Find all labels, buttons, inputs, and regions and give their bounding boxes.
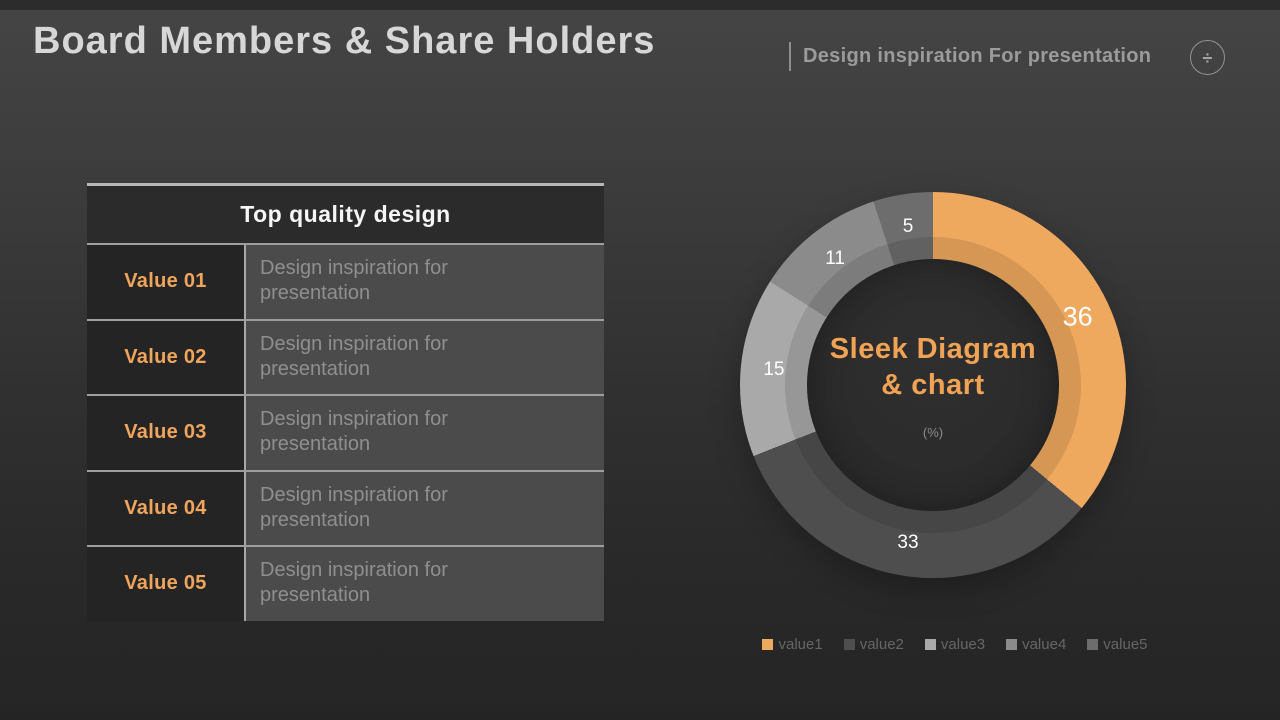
table-row: Value 04 Design inspiration for presenta…: [87, 469, 604, 545]
header-subtitle-group: Design inspiration For presentation: [789, 42, 1151, 71]
donut-chart: Sleek Diagram & chart (%) 36 33 15 11 5: [740, 192, 1126, 578]
legend-item-value1: value1: [762, 636, 823, 653]
chart-center-title: Sleek Diagram & chart: [830, 331, 1036, 403]
bottom-edge-strip: [0, 712, 1280, 720]
row-label: Value 05: [87, 547, 246, 621]
row-text-value: Design inspiration for presentation: [260, 559, 448, 606]
row-text-value: Design inspiration for presentation: [260, 408, 448, 455]
segment-label-value1: 36: [1062, 301, 1093, 332]
segment-label-value2: 33: [897, 531, 919, 553]
segment-label-value5: 5: [902, 216, 914, 238]
subtitle-divider-bar: [789, 42, 791, 71]
row-text-value: Design inspiration for presentation: [260, 257, 448, 304]
row-text: Design inspiration for presentation: [246, 471, 604, 545]
table-row: Value 02 Design inspiration for presenta…: [87, 318, 604, 394]
table-row: Value 01 Design inspiration for presenta…: [87, 243, 604, 319]
legend-label-value1: value1: [778, 636, 823, 653]
row-label: Value 04: [87, 471, 246, 545]
row-text-value: Design inspiration for presentation: [260, 332, 448, 380]
legend-label-value2: value2: [859, 636, 904, 653]
row-text: Design inspiration for presentation: [246, 396, 604, 470]
segment-label-value3: 15: [763, 358, 785, 380]
row-label: Value 01: [87, 245, 246, 319]
legend-label-value3: value3: [940, 636, 986, 653]
chart-legend: value1 value2 value3 value4 value5: [735, 636, 1175, 653]
divide-symbol: ÷: [1202, 47, 1213, 68]
top-edge-strip: [0, 0, 1280, 10]
row-text: Design inspiration for presentation: [246, 320, 604, 394]
legend-item-value2: value2: [843, 636, 904, 653]
legend-item-value4: value4: [1006, 636, 1066, 653]
table-header: Top quality design: [87, 186, 604, 243]
legend-label-value5: value5: [1103, 636, 1148, 653]
legend-swatch-value5: [1087, 639, 1099, 650]
header-subtitle: Design inspiration For presentation: [803, 45, 1152, 67]
chart-unit-label: (%): [922, 424, 944, 440]
legend-swatch-value2: [843, 639, 855, 650]
row-text: Design inspiration for presentation: [246, 245, 604, 319]
donut-center: Sleek Diagram & chart (%): [807, 259, 1059, 511]
divide-circle-icon: ÷: [1190, 40, 1225, 75]
chart-center-title-line1: Sleek Diagram: [829, 332, 1037, 365]
legend-label-value4: value4: [1022, 636, 1067, 653]
table-row: Value 05 Design inspiration for presenta…: [87, 545, 604, 621]
row-text-value: Design inspiration for presentation: [260, 483, 448, 531]
row-text: Design inspiration for presentation: [246, 547, 604, 621]
table-row: Value 03 Design inspiration for presenta…: [87, 394, 604, 470]
quality-table: Top quality design Value 01 Design inspi…: [87, 183, 604, 621]
legend-swatch-value1: [762, 639, 774, 650]
segment-label-value4: 11: [825, 247, 845, 269]
row-label: Value 02: [87, 320, 246, 394]
row-label: Value 03: [87, 396, 246, 470]
page-title: Board Members & Share Holders: [33, 20, 656, 62]
legend-item-value5: value5: [1087, 636, 1148, 653]
legend-item-value3: value3: [924, 636, 986, 653]
legend-swatch-value3: [924, 639, 936, 650]
chart-center-title-line2: & chart: [881, 368, 985, 401]
legend-swatch-value4: [1006, 639, 1018, 650]
